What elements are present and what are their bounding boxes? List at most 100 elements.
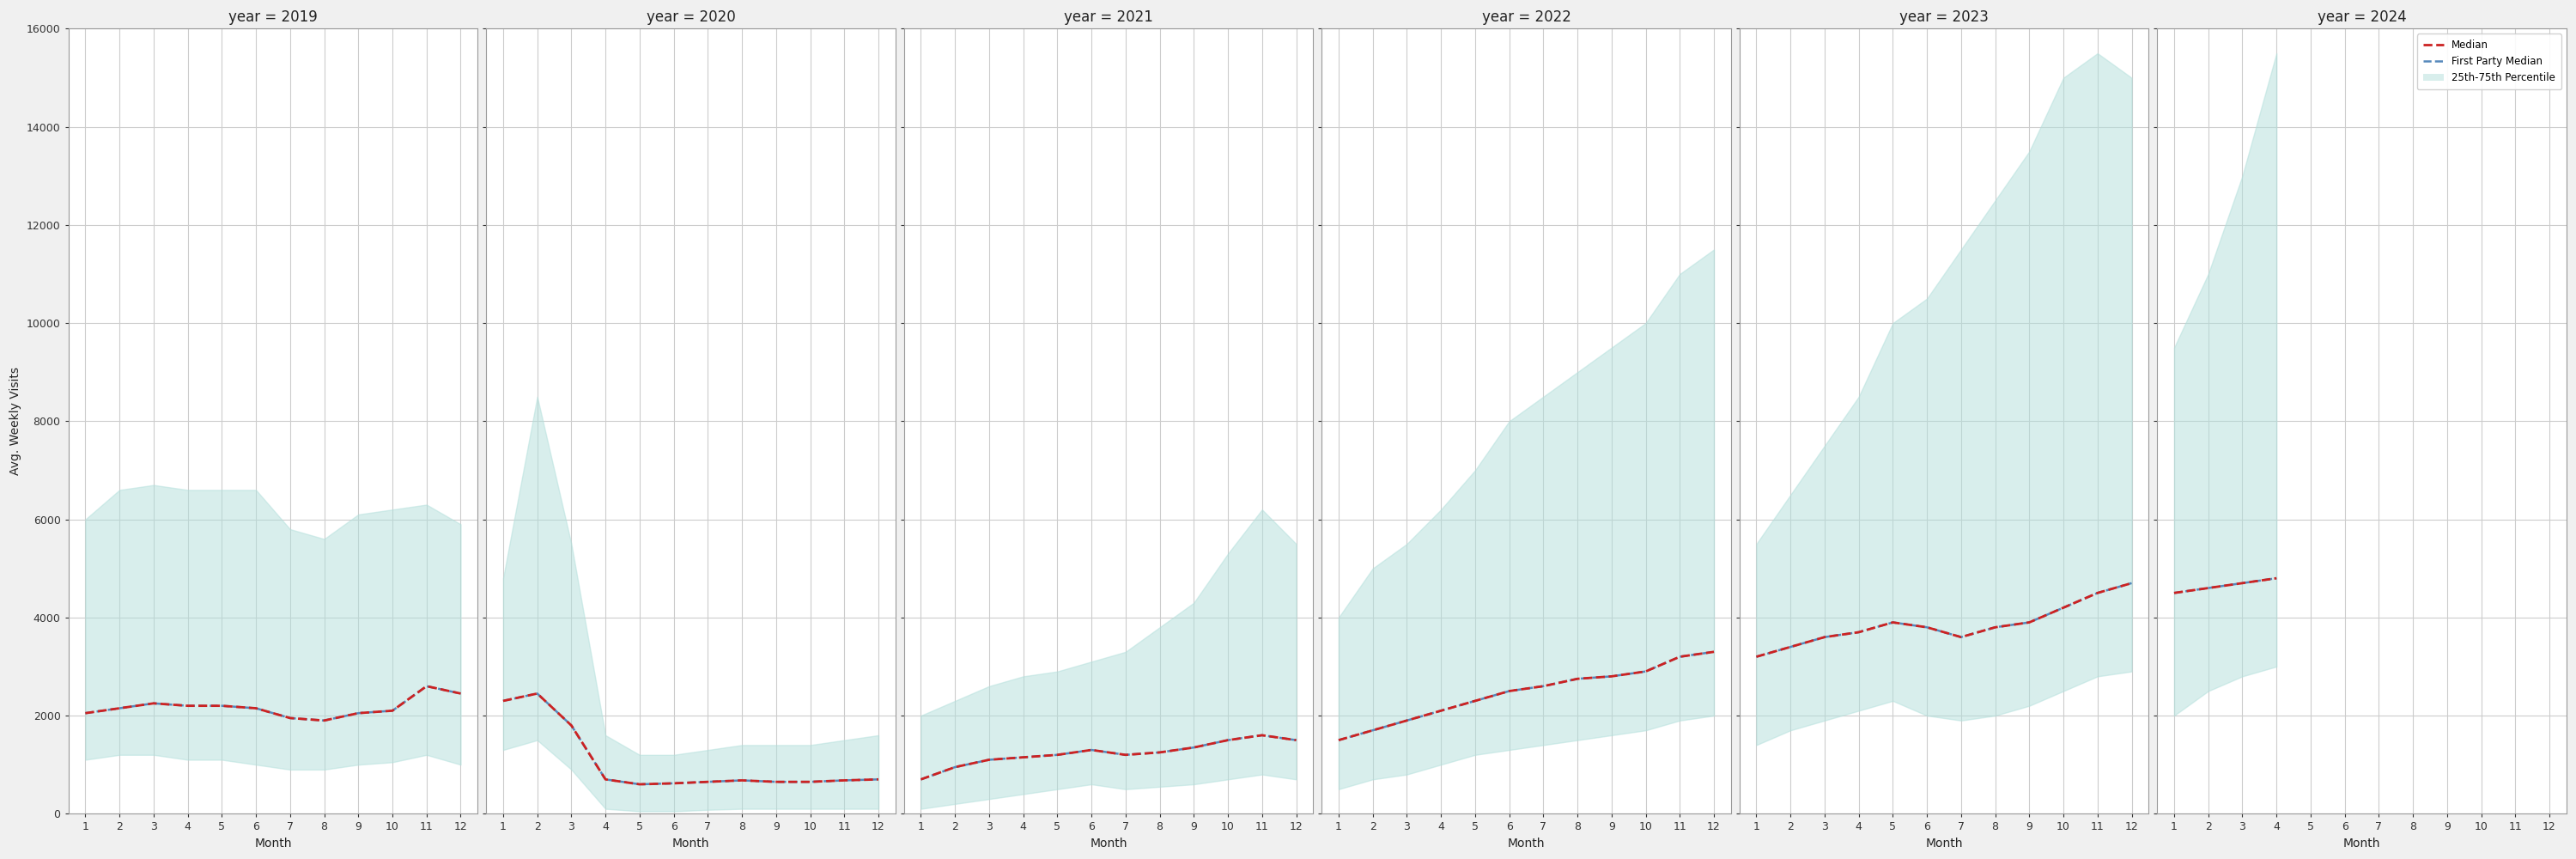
First Party Median <box>726 775 757 785</box>
First Party Median <box>2081 588 2112 598</box>
Median <box>940 762 971 772</box>
First Party Median <box>173 701 204 711</box>
First Party Median <box>659 778 690 789</box>
Median <box>693 777 724 787</box>
Median <box>863 774 894 784</box>
First Party Median <box>1144 747 1175 758</box>
First Party Median <box>343 708 374 718</box>
Line: Median: Median <box>920 735 1296 779</box>
Median <box>343 708 374 718</box>
Line: Median: Median <box>2174 578 2277 593</box>
First Party Median <box>829 775 860 785</box>
Median <box>70 708 100 718</box>
Line: Median: Median <box>85 686 461 721</box>
X-axis label: Month: Month <box>672 838 708 850</box>
Median <box>446 688 477 698</box>
X-axis label: Month: Month <box>1507 838 1546 850</box>
Line: Median: Median <box>502 693 878 784</box>
First Party Median <box>863 774 894 784</box>
First Party Median <box>2226 578 2257 588</box>
First Party Median <box>2117 578 2148 588</box>
Median <box>974 754 1005 765</box>
Median <box>1741 652 1772 662</box>
First Party Median <box>1110 750 1141 760</box>
Median <box>487 696 518 706</box>
First Party Median <box>760 777 791 787</box>
Median <box>1597 671 1628 681</box>
Median <box>829 775 860 785</box>
Title: year = 2019: year = 2019 <box>229 9 317 25</box>
Line: First Party Median: First Party Median <box>1340 652 1713 740</box>
Median <box>523 688 554 698</box>
Line: First Party Median: First Party Median <box>920 735 1296 779</box>
First Party Median <box>1177 742 1208 752</box>
First Party Median <box>693 777 724 787</box>
First Party Median <box>412 681 443 691</box>
Legend: Median, First Party Median, 25th-75th Percentile: Median, First Party Median, 25th-75th Pe… <box>2416 34 2561 89</box>
Median <box>103 704 134 714</box>
First Party Median <box>590 774 621 784</box>
First Party Median <box>1077 745 1108 755</box>
First Party Median <box>1391 716 1422 726</box>
Median <box>796 777 827 787</box>
Title: year = 2022: year = 2022 <box>1481 9 1571 25</box>
Median <box>590 774 621 784</box>
Title: year = 2020: year = 2020 <box>647 9 734 25</box>
Median <box>1945 632 1976 643</box>
First Party Median <box>1664 652 1695 662</box>
First Party Median <box>1981 622 2012 632</box>
Median <box>1213 735 1244 746</box>
Median <box>1177 742 1208 752</box>
Median <box>659 778 690 789</box>
First Party Median <box>904 774 935 784</box>
First Party Median <box>623 779 654 789</box>
Median <box>1007 752 1038 763</box>
Median <box>1494 686 1525 697</box>
Median <box>1247 730 1278 740</box>
Median <box>1324 735 1355 746</box>
Median <box>1808 632 1839 643</box>
X-axis label: Month: Month <box>1090 838 1128 850</box>
Median <box>2081 588 2112 598</box>
Median <box>1698 647 1728 657</box>
Median <box>1077 745 1108 755</box>
Median <box>2117 578 2148 588</box>
Median <box>1775 642 1806 652</box>
Median <box>1041 750 1072 760</box>
First Party Median <box>1494 686 1525 697</box>
Median <box>2048 602 2079 612</box>
First Party Median <box>1041 750 1072 760</box>
First Party Median <box>1878 618 1909 628</box>
Title: year = 2021: year = 2021 <box>1064 9 1154 25</box>
First Party Median <box>1280 735 1311 746</box>
Median <box>1878 618 1909 628</box>
Title: year = 2023: year = 2023 <box>1899 9 1989 25</box>
Median <box>2262 573 2293 583</box>
Line: First Party Median: First Party Median <box>85 686 461 721</box>
First Party Median <box>1358 725 1388 735</box>
First Party Median <box>940 762 971 772</box>
First Party Median <box>796 777 827 787</box>
First Party Median <box>1945 632 1976 643</box>
Median <box>2159 588 2190 598</box>
Median <box>556 720 587 730</box>
First Party Median <box>1425 705 1455 716</box>
First Party Median <box>309 716 340 726</box>
First Party Median <box>1775 642 1806 652</box>
Median <box>1528 681 1558 691</box>
First Party Median <box>206 701 237 711</box>
First Party Median <box>2262 573 2293 583</box>
X-axis label: Month: Month <box>255 838 291 850</box>
First Party Median <box>1844 627 1875 637</box>
Median <box>173 701 204 711</box>
Median <box>1981 622 2012 632</box>
Median <box>1911 622 1942 632</box>
First Party Median <box>1911 622 1942 632</box>
Median <box>2226 578 2257 588</box>
Median <box>1110 750 1141 760</box>
First Party Median <box>446 688 477 698</box>
First Party Median <box>2014 618 2045 628</box>
First Party Median <box>974 754 1005 765</box>
Median <box>2014 618 2045 628</box>
Title: year = 2024: year = 2024 <box>2318 9 2406 25</box>
